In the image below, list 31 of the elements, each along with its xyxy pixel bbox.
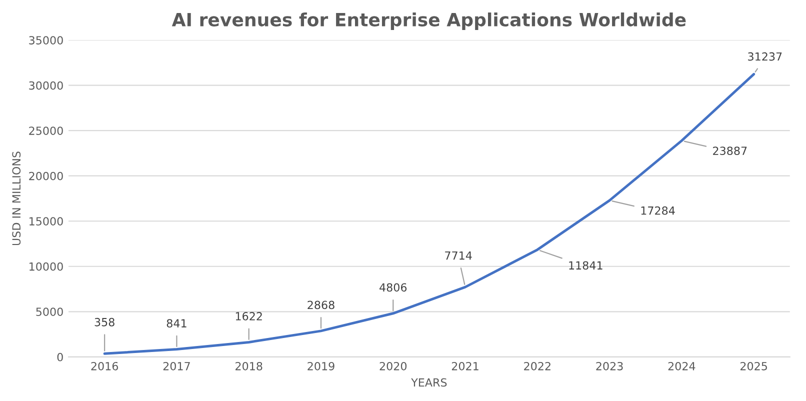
data-label: 4806 [380, 283, 407, 292]
y-tick-label: 0 [57, 352, 63, 362]
data-label: 11841 [569, 261, 602, 270]
x-tick-label: 2024 [668, 362, 696, 370]
data-label: 23887 [713, 146, 747, 156]
data-label: 7714 [445, 251, 472, 260]
x-tick-label: 2020 [380, 362, 407, 370]
x-axis-title: YEARS [411, 378, 447, 387]
data-label: 358 [94, 318, 114, 326]
data-label: 2868 [308, 300, 334, 310]
x-tick-label: 2023 [596, 362, 623, 370]
y-tick-label: 20000 [29, 172, 63, 180]
x-tick-label: 2017 [163, 362, 190, 370]
x-tick-label: 2019 [308, 362, 334, 370]
x-tick-label: 2022 [524, 362, 550, 370]
y-tick-label: 30000 [29, 81, 63, 90]
data-label: 841 [166, 319, 186, 328]
x-tick-label: 2025 [740, 362, 767, 370]
data-label: 1622 [236, 312, 262, 320]
y-axis-title: USD IN MILLIONS [12, 152, 21, 246]
y-tick-label: 5000 [36, 308, 63, 316]
data-label: 31237 [748, 52, 782, 61]
y-tick-label: 15000 [30, 217, 63, 226]
x-tick-label: 2021 [452, 362, 478, 370]
x-tick-label: 2018 [236, 362, 262, 370]
chart-title: AI revenues for Enterprise Applications Worldwide [172, 12, 686, 30]
y-tick-label: 10000 [30, 262, 63, 271]
x-tick-label: 2016 [91, 362, 118, 370]
data-label: 17284 [641, 206, 675, 215]
y-tick-label: 25000 [29, 126, 63, 135]
y-tick-label: 35000 [29, 36, 63, 44]
